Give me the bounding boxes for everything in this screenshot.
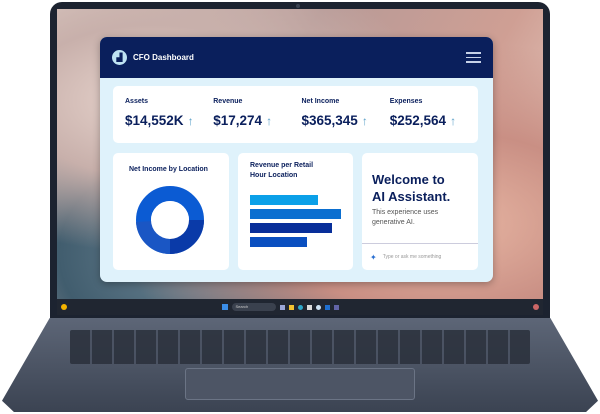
- donut-chart: [136, 186, 204, 255]
- net-income-card: Net Income by Location: [113, 153, 229, 270]
- app-icon[interactable]: [315, 304, 321, 310]
- store-icon[interactable]: [306, 304, 312, 310]
- touchpad: [185, 368, 415, 400]
- bar: [250, 237, 307, 247]
- folder-icon[interactable]: [288, 304, 294, 310]
- kpi-value: $17,274: [213, 113, 263, 128]
- bar: [250, 209, 341, 219]
- start-icon[interactable]: [221, 304, 228, 310]
- taskbar: Search: [57, 299, 543, 315]
- kpi-value: $14,552K: [125, 113, 184, 128]
- arrow-up-icon: ↑: [450, 114, 457, 128]
- search-box[interactable]: Search: [231, 303, 276, 311]
- input-placeholder: Type or ask me something: [382, 254, 442, 260]
- card-title: Net Income by Location: [129, 166, 208, 173]
- kpi-net-income: Net Income $365,345 ↑: [302, 98, 390, 143]
- system-tray[interactable]: [493, 305, 533, 310]
- kpi-value: $365,345: [301, 113, 358, 128]
- app-title: CFO Dashboard: [133, 53, 194, 62]
- cfo-dashboard-window: ▟ CFO Dashboard Assets $14,552K ↑ Revenue $…: [100, 37, 493, 282]
- kpi-value: $252,564: [389, 113, 447, 128]
- arrow-up-icon: ↑: [266, 114, 273, 128]
- kpi-label: Expenses: [389, 98, 423, 105]
- sparkle-icon: ✦: [370, 252, 377, 262]
- card-title-line1: Revenue per Retail: [250, 162, 314, 169]
- kpi-assets: Assets $14,552K ↑: [125, 98, 213, 143]
- assistant-input[interactable]: ✦ Type or ask me something: [362, 243, 478, 270]
- teams-icon[interactable]: [333, 304, 339, 310]
- bar: [250, 223, 332, 233]
- webcam: [296, 4, 300, 8]
- hamburger-menu-icon[interactable]: [466, 52, 481, 63]
- revenue-per-hour-card: Revenue per Retail Hour Location: [238, 153, 353, 270]
- weather-icon[interactable]: [61, 304, 67, 310]
- kpi-card: Assets $14,552K ↑ Revenue $17,274 ↑ Net Inco…: [113, 86, 478, 143]
- assistant-heading-1: Welcome to: [372, 172, 445, 187]
- arrow-up-icon: ↑: [187, 114, 194, 128]
- chart-logo-icon: ▟: [112, 50, 127, 65]
- arrow-up-icon: ↑: [361, 114, 368, 128]
- assistant-subtitle: This experience uses generative AI.: [372, 209, 439, 226]
- card-title-line2: Hour Location: [250, 172, 298, 179]
- app-icon[interactable]: [279, 304, 285, 310]
- kpi-revenue: Revenue $17,274 ↑: [213, 98, 301, 143]
- assistant-heading-2: AI Assistant.: [372, 189, 451, 204]
- bar: [250, 195, 318, 205]
- keyboard: [70, 330, 530, 364]
- header: ▟ CFO Dashboard: [100, 37, 493, 78]
- kpi-expenses: Expenses $252,564 ↑: [390, 98, 478, 143]
- copilot-icon[interactable]: [533, 304, 539, 310]
- kpi-label: Net Income: [301, 98, 340, 105]
- kpi-label: Assets: [125, 98, 148, 105]
- ai-assistant-card: Welcome to AI Assistant. This experience…: [362, 153, 478, 270]
- outlook-icon[interactable]: [324, 304, 330, 310]
- edge-icon[interactable]: [297, 304, 303, 310]
- kpi-label: Revenue: [213, 98, 243, 105]
